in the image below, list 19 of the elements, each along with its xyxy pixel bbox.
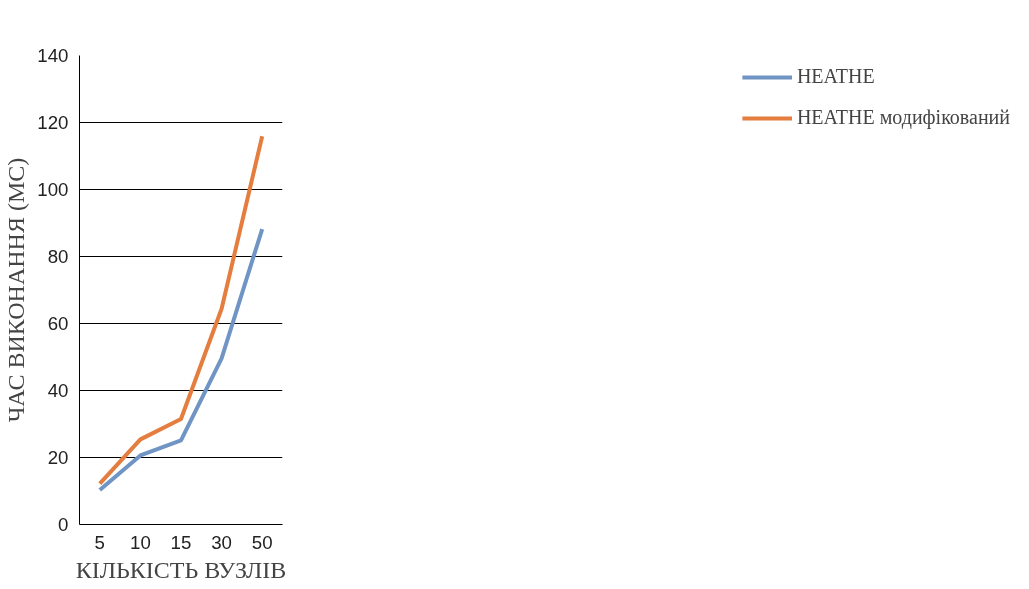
- y-axis-title: ЧАС ВИКОНАННЯ (МС): [3, 157, 30, 423]
- y-tick-label: 40: [47, 380, 69, 401]
- line-series: [97, 227, 265, 492]
- x-tick-label: 50: [251, 531, 273, 553]
- y-tick-label: 140: [37, 45, 69, 66]
- y-tick-label: 60: [47, 313, 69, 334]
- x-tick-label: 15: [170, 531, 192, 553]
- y-tick-label: 0: [58, 514, 69, 535]
- x-tick-label: 10: [130, 531, 151, 553]
- x-tick-label: 30: [211, 531, 232, 553]
- y-tick-label: 20: [47, 447, 69, 468]
- line-series: [97, 134, 265, 486]
- y-tick-label: 80: [47, 246, 69, 267]
- legend-label: HEATHE модифікований: [796, 106, 1010, 129]
- legend-label: HEATHE: [796, 65, 875, 88]
- x-axis-title: КІЛЬКІСТЬ ВУЗЛІВ: [75, 556, 287, 583]
- x-tick-label: 5: [94, 531, 105, 553]
- y-tick-label: 100: [37, 179, 69, 200]
- y-tick-label: 120: [37, 112, 69, 133]
